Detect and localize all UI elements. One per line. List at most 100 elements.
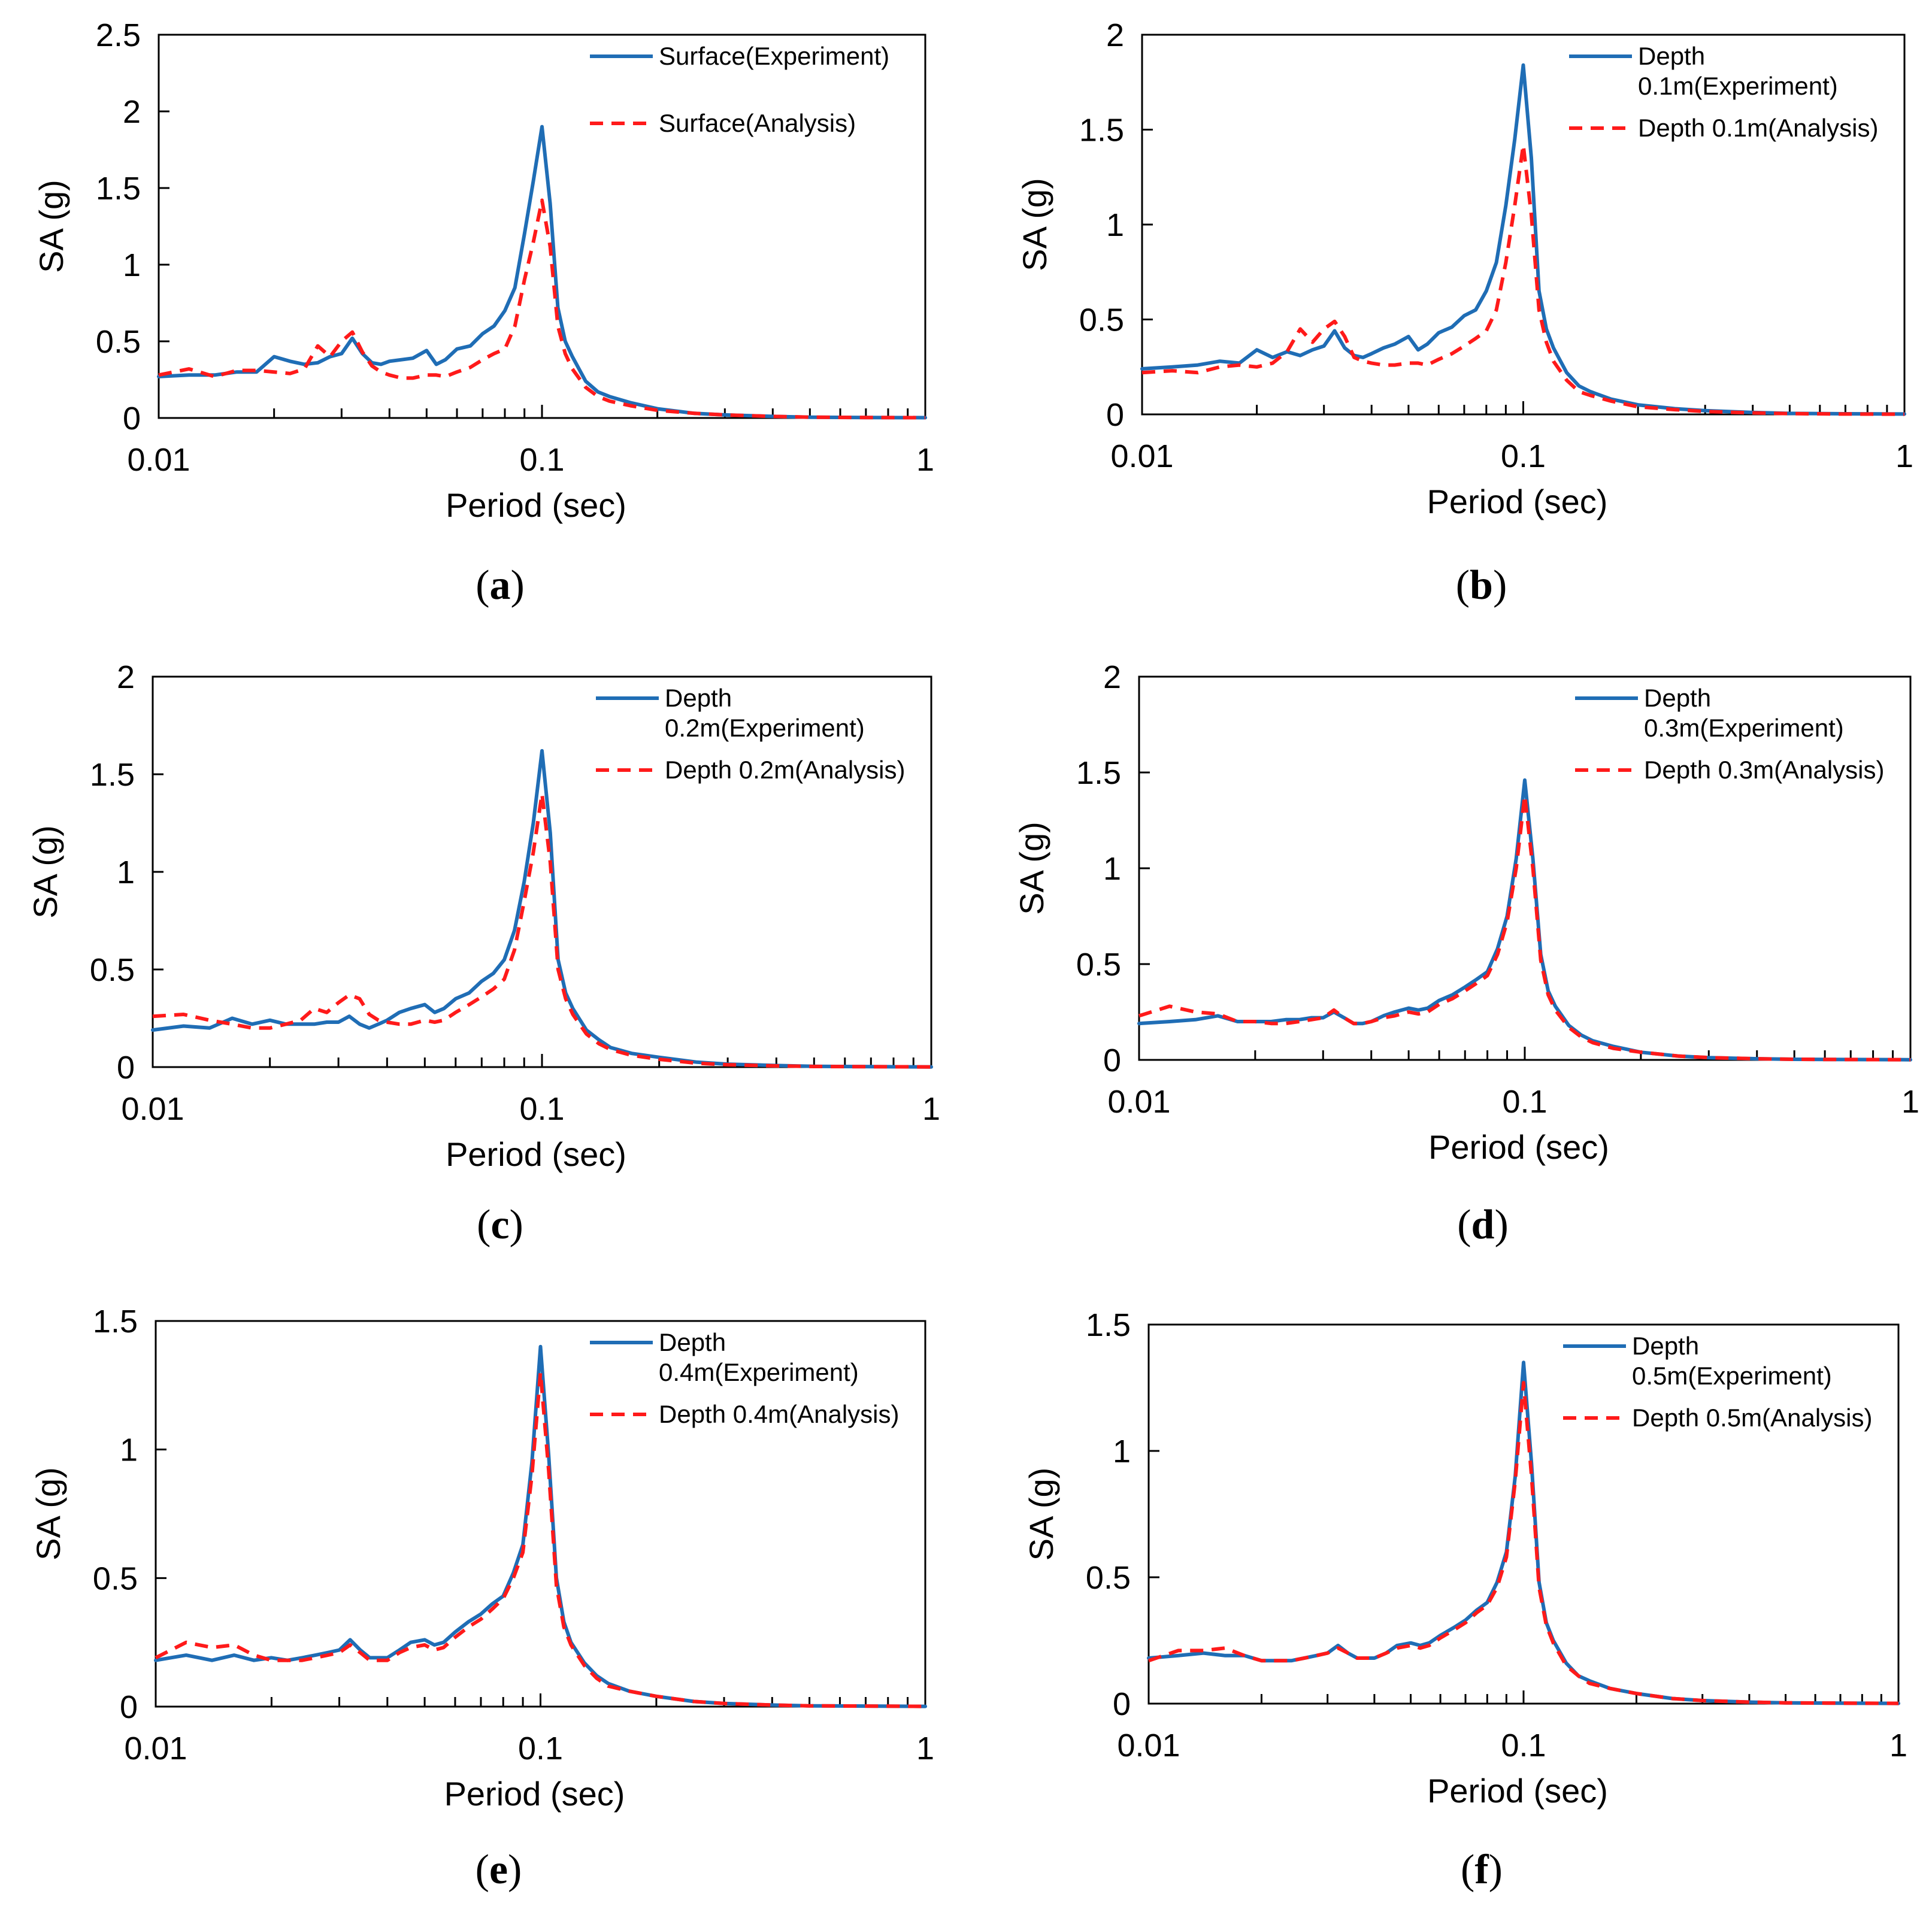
x-tick-label: 1 [922,1091,940,1127]
x-axis-label: Period (sec) [446,486,626,524]
y-tick-label: 0 [117,1050,135,1086]
y-tick-label: 0.5 [1086,1560,1131,1596]
x-tick-label: 0.1 [518,1731,563,1766]
chart-panel-a: 0.01 0.1 1 0 0.5 1 1.5 2 2.5 Period (sec) SA (g) Su… [32,17,934,608]
y-tick-label: 0.5 [96,324,141,360]
y-tick-label: 0 [120,1689,138,1725]
y-tick-label: 0 [1103,1043,1121,1078]
y-tick-label: 1.5 [1079,113,1124,149]
y-tick-label: 1.5 [1086,1307,1131,1343]
y-tick-label: 1 [117,855,135,890]
legend-entry: Depth [1638,42,1705,70]
panel-label: (a) [476,562,525,608]
x-axis-label: Period (sec) [1427,483,1608,520]
legend-entry: 0.5m(Experiment) [1632,1362,1832,1390]
y-tick-label: 1 [1113,1434,1131,1469]
y-tick-label: 1.5 [90,757,135,793]
legend-entry: Depth 0.3m(Analysis) [1644,756,1884,784]
legend-entry: Depth 0.4m(Analysis) [659,1400,899,1428]
x-tick-label: 1 [916,442,934,478]
chart-panel-b: 0.01 0.1 1 0 0.5 1 1.5 2 Period (sec) SA (g) Depth… [1016,17,1913,608]
x-tick-label: 0.01 [1107,1084,1170,1120]
x-axis-label: Period (sec) [446,1135,626,1173]
series-line-experiment [151,749,933,1069]
x-tick-label: 1 [1895,438,1913,474]
series-line-experiment [154,1344,927,1708]
y-axis-label: SA (g) [1013,822,1050,915]
chart-panel-e: 0.01 0.1 1 0 0.5 1 1.5 Period (sec) SA (g) Depth0… [29,1304,934,1893]
y-tick-label: 2 [117,659,135,695]
x-tick-label: 0.1 [1501,1728,1546,1763]
x-tick-label: 0.01 [1117,1728,1180,1763]
y-tick-label: 2 [1106,17,1124,53]
legend-entry: Surface(Analysis) [659,109,856,137]
series-line-analysis [1148,1381,1899,1705]
y-axis-label: SA (g) [1016,178,1053,271]
y-tick-label: 2 [1103,659,1121,695]
y-tick-label: 1 [120,1432,138,1468]
series-line-experiment [157,125,927,420]
y-tick-label: 0.5 [93,1560,138,1596]
series-line-analysis [158,198,926,420]
y-tick-label: 0 [1113,1686,1131,1722]
chart-panel-f: 0.01 0.1 1 0 0.5 1 1.5 Period (sec) SA (g) Depth0… [1022,1307,1907,1893]
panel-label: (b) [1456,562,1507,608]
y-axis-label: SA (g) [29,1467,67,1560]
x-tick-label: 0.1 [1501,438,1546,474]
x-axis-label: Period (sec) [1427,1772,1608,1810]
y-tick-label: 0 [123,401,141,437]
x-tick-label: 1 [1901,1084,1919,1120]
y-tick-label: 1 [1103,851,1121,887]
legend-entry: 0.4m(Experiment) [659,1358,859,1386]
panel-label: (e) [476,1847,522,1893]
series-line-experiment [1140,63,1906,416]
y-tick-label: 2 [123,94,141,130]
y-axis-label: SA (g) [32,180,70,273]
legend-entry: Surface(Experiment) [659,42,889,70]
series-line-analysis [1141,143,1905,416]
y-tick-label: 0.5 [1076,947,1121,983]
x-tick-label: 0.01 [124,1731,187,1766]
panel-label: (c) [477,1202,523,1248]
legend-entry: Depth [1632,1332,1699,1360]
legend-entry: Depth [1644,684,1711,712]
legend-entry: 0.2m(Experiment) [665,714,865,742]
x-tick-label: 0.1 [519,442,564,478]
legend-entry: Depth [659,1328,726,1356]
x-axis-label: Period (sec) [444,1775,625,1813]
y-tick-label: 0.5 [90,952,135,988]
series-line-analysis [152,792,932,1069]
legend-entry: 0.3m(Experiment) [1644,714,1844,742]
y-axis-label: SA (g) [1022,1468,1060,1561]
y-tick-label: 1.5 [93,1304,138,1340]
y-tick-label: 1 [1106,207,1124,243]
series-line-analysis [1138,793,1911,1062]
plot-frame [158,34,926,419]
series-line-analysis [155,1370,926,1708]
legend-entry: 0.1m(Experiment) [1638,72,1838,100]
chart-panel-c: 0.01 0.1 1 0 0.5 1 1.5 2 Period (sec) SA (g) Depth… [26,659,940,1248]
legend-entry: Depth [665,684,732,712]
y-tick-label: 1 [123,247,141,283]
panel-label: (d) [1457,1202,1509,1248]
x-axis-label: Period (sec) [1428,1128,1609,1166]
y-tick-label: 0 [1106,397,1124,433]
x-tick-label: 0.01 [121,1091,184,1127]
x-tick-label: 1 [916,1731,934,1766]
y-axis-label: SA (g) [26,825,64,919]
x-tick-label: 0.1 [519,1091,564,1127]
y-tick-label: 0.5 [1079,302,1124,338]
y-tick-label: 1.5 [96,171,141,207]
legend-entry: Depth 0.2m(Analysis) [665,756,905,784]
panel-label: (f) [1461,1847,1503,1893]
legend-entry: Depth 0.5m(Analysis) [1632,1404,1872,1432]
x-tick-label: 0.01 [1110,438,1173,474]
chart-panel-d: 0.01 0.1 1 0 0.5 1 1.5 2 Period (sec) SA (g) Depth… [1013,659,1919,1248]
x-tick-label: 1 [1889,1728,1907,1763]
series-line-experiment [1137,778,1912,1062]
y-tick-label: 2.5 [96,17,141,53]
y-tick-label: 1.5 [1076,755,1121,791]
x-tick-label: 0.1 [1502,1084,1547,1120]
x-tick-label: 0.01 [127,442,190,478]
